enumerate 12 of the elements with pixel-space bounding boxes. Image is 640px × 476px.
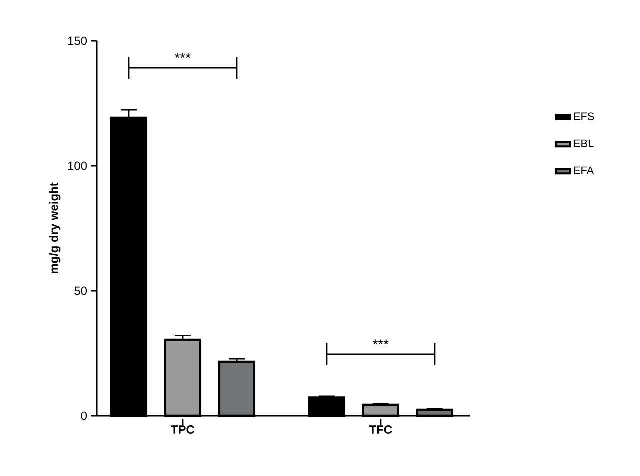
x-tick-label: TPC	[171, 426, 195, 434]
legend-label: EFA	[574, 166, 594, 174]
legend-label: EFS	[574, 112, 594, 120]
y-tick-label: 100	[68, 162, 88, 170]
y-tick-label: 0	[81, 412, 88, 420]
annotation: ***	[175, 53, 191, 58]
legend-label: EBL	[574, 140, 594, 148]
y-axis-title: mg/g dry weight	[50, 182, 61, 274]
y-tick-label: 150	[68, 36, 88, 46]
x-tick-label: TFC	[369, 426, 392, 434]
y-tick-label: 50	[74, 286, 88, 296]
annotation: ***	[372, 340, 389, 345]
